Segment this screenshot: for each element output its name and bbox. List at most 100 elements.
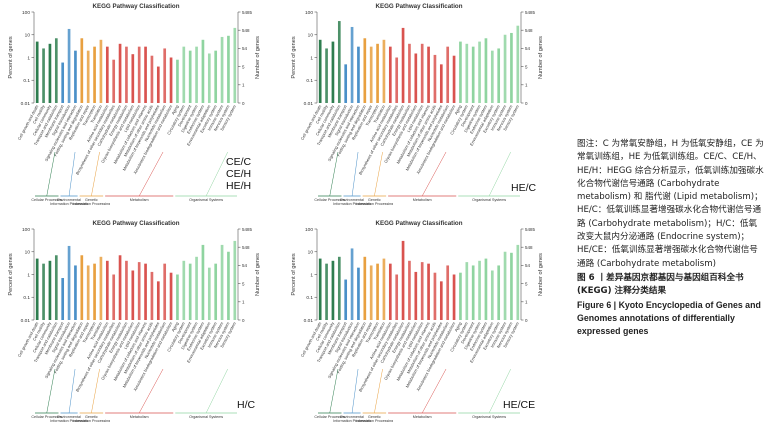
- group-connector: [351, 368, 359, 414]
- y-tick-label: 10: [25, 250, 31, 256]
- bar: [484, 38, 488, 103]
- y-tick-label: 0.01: [304, 318, 314, 324]
- bar: [503, 251, 507, 320]
- group-label: Information Processing: [50, 419, 88, 422]
- y-tick-label-right: 1: [525, 83, 528, 88]
- group-connector: [329, 368, 339, 414]
- bar: [220, 36, 224, 104]
- y-axis-label-right: Number of genes: [538, 253, 544, 296]
- bar: [176, 59, 179, 103]
- y-tick-label-right: 548: [242, 28, 250, 33]
- bar: [388, 46, 392, 103]
- y-tick-label: 0.1: [306, 78, 313, 84]
- group-connector: [351, 151, 359, 197]
- bar: [214, 50, 218, 103]
- bar: [516, 244, 520, 320]
- bar: [131, 270, 135, 320]
- y-tick-label-right: 5: [242, 64, 245, 69]
- bar: [503, 34, 507, 103]
- bar: [471, 265, 475, 320]
- bar: [112, 59, 116, 103]
- chart-panel-h-c: KEGG Pathway Classification 100 10 1 0.1 0.01…: [0, 217, 268, 422]
- y-tick-label: 0.01: [21, 101, 31, 107]
- group-label: Genetic: [368, 415, 381, 419]
- group-connector: [46, 368, 56, 414]
- bar: [80, 255, 84, 320]
- bar: [169, 272, 173, 320]
- group-label: Information Processing: [333, 419, 371, 422]
- bar: [233, 240, 237, 320]
- bar: [214, 263, 218, 320]
- group-connector: [91, 368, 100, 414]
- y-tick-label: 0.1: [23, 295, 30, 301]
- group-label: Environmental: [57, 415, 81, 419]
- group-connector: [68, 151, 76, 197]
- bar: [48, 43, 52, 103]
- bar: [48, 260, 52, 320]
- y-tick-label-right: 5485: [525, 10, 536, 15]
- y-axis-label: Percent of genes: [291, 36, 297, 78]
- figure-caption: 图注：C 为常氧安静组，H 为低氧安静组，CE 为常氧训练组，HE 为低氧训练组…: [577, 138, 765, 338]
- bar: [74, 50, 77, 103]
- group-label: Environmental: [57, 198, 81, 202]
- bar: [61, 278, 65, 320]
- bar: [201, 244, 205, 320]
- y-tick-label: 10: [25, 33, 31, 39]
- caption-title-en: Figure 6 | Kyoto Encyclopedia of Genes a…: [577, 299, 761, 336]
- bar: [395, 274, 399, 320]
- group-label: Cellular Processes: [314, 198, 345, 202]
- group-connector: [138, 151, 164, 197]
- bar: [420, 43, 424, 103]
- bar: [35, 41, 39, 103]
- kegg-chart: KEGG Pathway Classification1001010.10.01…: [291, 3, 544, 205]
- bar: [490, 270, 494, 320]
- group-connector: [91, 151, 100, 197]
- bar: [331, 260, 335, 320]
- bar: [156, 66, 160, 103]
- chart-title: KEGG Pathway Classification: [93, 3, 180, 10]
- bar: [427, 263, 430, 320]
- group-connector: [421, 151, 447, 197]
- bar: [61, 62, 65, 103]
- group-connector: [329, 151, 339, 197]
- group-connector: [488, 368, 511, 414]
- bar: [490, 50, 494, 103]
- bar: [182, 46, 186, 103]
- y-tick-label-right: 5: [525, 281, 528, 286]
- bar: [118, 255, 122, 320]
- bar: [471, 46, 475, 103]
- bar: [144, 263, 147, 320]
- bar: [42, 48, 45, 103]
- bar: [478, 41, 481, 103]
- kegg-chart: KEGG Pathway Classification1001010.10.01…: [8, 220, 261, 422]
- bar: [54, 38, 58, 103]
- bar: [357, 46, 360, 103]
- bar: [510, 252, 513, 320]
- bar: [439, 281, 443, 320]
- bar: [452, 55, 456, 103]
- group-label: Organismal Systems: [189, 415, 223, 419]
- y-tick-label: 10: [308, 33, 314, 39]
- bar: [220, 244, 224, 320]
- bar: [350, 248, 354, 320]
- y-axis-label-right: Number of genes: [255, 253, 261, 296]
- bar: [137, 46, 141, 103]
- bar: [86, 265, 90, 320]
- bar: [433, 272, 437, 320]
- group-label: Genetic: [85, 415, 98, 419]
- y-tick-label: 100: [22, 227, 30, 233]
- bar: [35, 258, 39, 320]
- bar: [369, 46, 373, 103]
- y-tick-label-right: 5: [242, 281, 245, 286]
- y-axis-label: Percent of genes: [8, 36, 14, 78]
- y-axis-label-right: Number of genes: [538, 36, 544, 79]
- bar: [369, 265, 373, 320]
- bar: [465, 262, 469, 320]
- group-label: Organismal Systems: [472, 198, 506, 202]
- y-tick-label-right: 1: [242, 83, 245, 88]
- y-tick-label-right: 0: [242, 101, 245, 106]
- bar: [337, 256, 341, 320]
- bar: [516, 25, 520, 104]
- group-connector: [46, 151, 56, 197]
- bar: [414, 271, 418, 320]
